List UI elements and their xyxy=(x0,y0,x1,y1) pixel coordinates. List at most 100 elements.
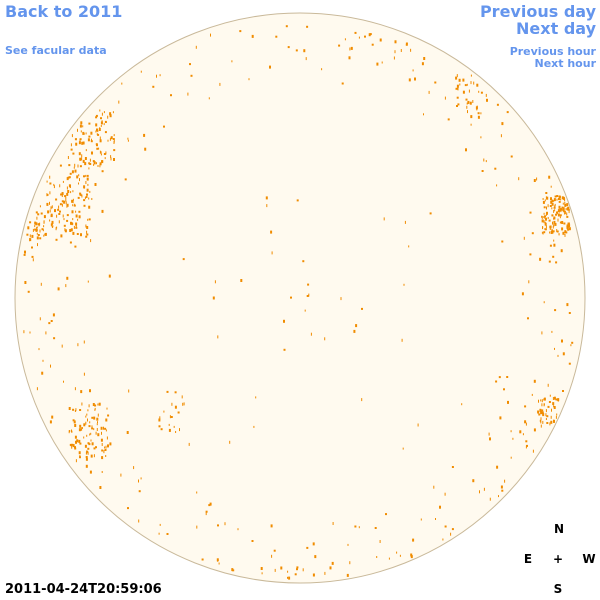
speck xyxy=(461,403,463,406)
speck xyxy=(49,420,52,424)
speck xyxy=(91,416,94,419)
speck xyxy=(239,30,242,33)
speck xyxy=(39,317,41,321)
speck xyxy=(224,522,226,526)
speck xyxy=(109,137,111,141)
speck xyxy=(96,144,98,146)
speck xyxy=(553,209,555,213)
speck xyxy=(29,234,31,238)
speck xyxy=(51,415,54,419)
speck xyxy=(85,132,87,135)
speck xyxy=(66,177,69,181)
speck xyxy=(553,199,555,202)
speck xyxy=(553,220,556,224)
speck xyxy=(89,158,91,162)
speck xyxy=(558,233,560,236)
speck xyxy=(128,389,130,393)
speck xyxy=(549,244,552,247)
speck xyxy=(126,431,129,434)
speck xyxy=(483,158,485,162)
speck xyxy=(551,230,554,234)
speck xyxy=(556,230,559,233)
speck xyxy=(533,379,536,383)
speck xyxy=(369,33,372,36)
speck xyxy=(69,229,72,232)
back-link[interactable]: Back to 2011 xyxy=(5,2,123,21)
speck xyxy=(558,196,561,198)
speck xyxy=(283,348,286,351)
speck xyxy=(49,191,51,195)
speck xyxy=(101,443,103,446)
speck xyxy=(175,431,177,433)
speck xyxy=(40,282,42,286)
speck xyxy=(74,163,76,167)
speck xyxy=(470,74,472,77)
compass-center: + xyxy=(552,552,564,566)
speck xyxy=(95,446,97,449)
speck xyxy=(556,198,558,201)
speck xyxy=(525,440,528,443)
speck xyxy=(83,204,86,207)
speck xyxy=(270,230,273,234)
previous-day-link[interactable]: Previous day xyxy=(479,2,596,21)
speck xyxy=(97,413,99,417)
speck xyxy=(78,152,81,156)
speck xyxy=(559,208,561,211)
speck xyxy=(71,210,74,214)
speck xyxy=(118,100,120,104)
speck xyxy=(96,128,98,132)
speck xyxy=(488,432,490,436)
speck xyxy=(543,301,545,304)
speck xyxy=(302,568,304,572)
speck xyxy=(196,525,198,529)
next-hour-link[interactable]: Next hour xyxy=(534,57,597,70)
speck xyxy=(76,175,79,179)
speck xyxy=(552,225,554,229)
speck xyxy=(208,504,211,507)
speck xyxy=(99,150,101,154)
speck xyxy=(179,428,180,432)
speck xyxy=(74,447,77,450)
speck xyxy=(435,518,436,520)
speck xyxy=(88,404,90,408)
speck xyxy=(104,449,107,451)
speck xyxy=(97,403,99,406)
speck xyxy=(450,532,452,536)
speck xyxy=(566,215,569,218)
speck xyxy=(557,354,559,357)
speck xyxy=(32,258,34,262)
speck xyxy=(35,222,38,226)
speck xyxy=(219,82,221,86)
speck xyxy=(68,176,71,179)
previous-hour-link[interactable]: Previous hour xyxy=(509,45,596,58)
speck xyxy=(71,170,74,174)
speck xyxy=(27,290,30,293)
speck xyxy=(182,258,185,261)
speck xyxy=(159,74,161,77)
speck xyxy=(476,108,478,111)
speck xyxy=(506,376,509,378)
speck xyxy=(349,561,351,565)
speck xyxy=(408,245,410,248)
speck xyxy=(55,198,58,201)
speck xyxy=(542,420,544,424)
speck xyxy=(107,139,109,142)
speck xyxy=(568,210,570,214)
speck xyxy=(56,226,58,229)
speck xyxy=(94,183,97,186)
speck xyxy=(510,155,513,158)
speck xyxy=(288,576,291,580)
speck xyxy=(80,233,82,237)
speck xyxy=(177,411,180,414)
speck xyxy=(133,466,135,470)
next-day-link[interactable]: Next day xyxy=(516,19,596,38)
speck xyxy=(85,181,87,184)
speck xyxy=(39,205,41,208)
speck xyxy=(540,420,542,424)
speck xyxy=(201,558,204,561)
speck xyxy=(96,162,97,165)
facular-link[interactable]: See facular data xyxy=(5,44,107,57)
speck xyxy=(552,255,555,258)
speck xyxy=(170,94,172,97)
speck xyxy=(37,234,40,236)
